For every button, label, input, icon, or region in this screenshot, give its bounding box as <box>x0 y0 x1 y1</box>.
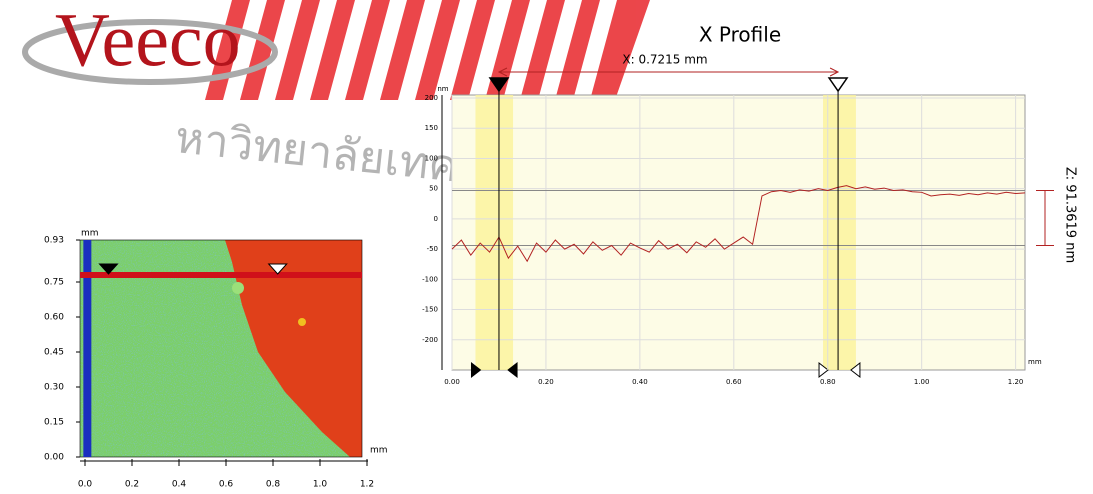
x-span-arrow <box>829 67 840 77</box>
y-tick-label: 0.93 <box>44 236 64 246</box>
logo: Veeco <box>55 0 241 82</box>
y-tick-label: 150 <box>425 124 438 132</box>
x-span-arrow <box>497 67 508 77</box>
x-tick-label: 1.2 <box>360 480 374 490</box>
chart-title: X Profile <box>699 23 781 47</box>
profile-line <box>451 185 1026 263</box>
y-tick-label: -50 <box>427 245 438 253</box>
logo-swoosh <box>22 19 278 85</box>
band-marker <box>507 361 518 379</box>
y-tick-label: 0.75 <box>44 278 64 288</box>
band-marker <box>850 361 861 379</box>
x-tick-label: 0.20 <box>538 378 554 386</box>
x-unit: mm <box>1028 358 1042 366</box>
x-tick-label: 0.4 <box>172 480 187 490</box>
band-marker <box>470 361 482 379</box>
x-tick-label: 1.00 <box>914 378 930 386</box>
y-unit: mm <box>81 229 99 239</box>
x-tick-label: 1.20 <box>1008 378 1024 386</box>
y-tick-label: -100 <box>422 275 438 283</box>
cursor-marker <box>827 77 849 93</box>
cursor-band <box>475 95 514 370</box>
map-high <box>225 240 362 457</box>
x-tick-label: 0.6 <box>219 480 234 490</box>
y-unit: nm <box>437 85 448 93</box>
band-marker <box>818 361 829 379</box>
cursor-marker <box>488 77 510 93</box>
plot-area <box>451 94 1026 371</box>
cursor-marker <box>267 263 288 275</box>
cursor-marker <box>98 263 119 275</box>
y-tick-label: 0.15 <box>44 418 64 428</box>
x-tick-label: 0.8 <box>266 480 281 490</box>
y-tick-label: 0.60 <box>44 313 64 323</box>
x-tick-label: 0.60 <box>726 378 742 386</box>
x-tick-label: 0.00 <box>444 378 460 386</box>
x-span-label: X: 0.7215 mm <box>622 53 707 67</box>
x-unit: mm <box>370 446 388 456</box>
y-tick-label: 0 <box>434 215 438 223</box>
x-tick-label: 0.80 <box>820 378 836 386</box>
map-spot <box>232 282 244 294</box>
z-span-label: Z: 91.3619 nm <box>1063 167 1078 263</box>
y-tick-label: 50 <box>429 185 438 193</box>
map-spot <box>298 318 306 326</box>
y-tick-label: 0.00 <box>44 453 64 463</box>
emblem <box>205 0 650 100</box>
frame <box>79 239 363 458</box>
y-tick-label: 100 <box>425 154 438 162</box>
x-tick-label: 0.0 <box>78 480 93 490</box>
y-tick-label: 0.30 <box>44 383 64 393</box>
x-tick-label: 1.0 <box>313 480 328 490</box>
y-tick-label: 0.45 <box>44 348 64 358</box>
x-tick-label: 0.2 <box>125 480 139 490</box>
cursor-band <box>823 95 856 370</box>
y-tick-label: -200 <box>422 336 438 344</box>
x-tick-label: 0.40 <box>632 378 648 386</box>
y-tick-label: -150 <box>422 306 438 314</box>
y-tick-label: 200 <box>425 94 438 102</box>
